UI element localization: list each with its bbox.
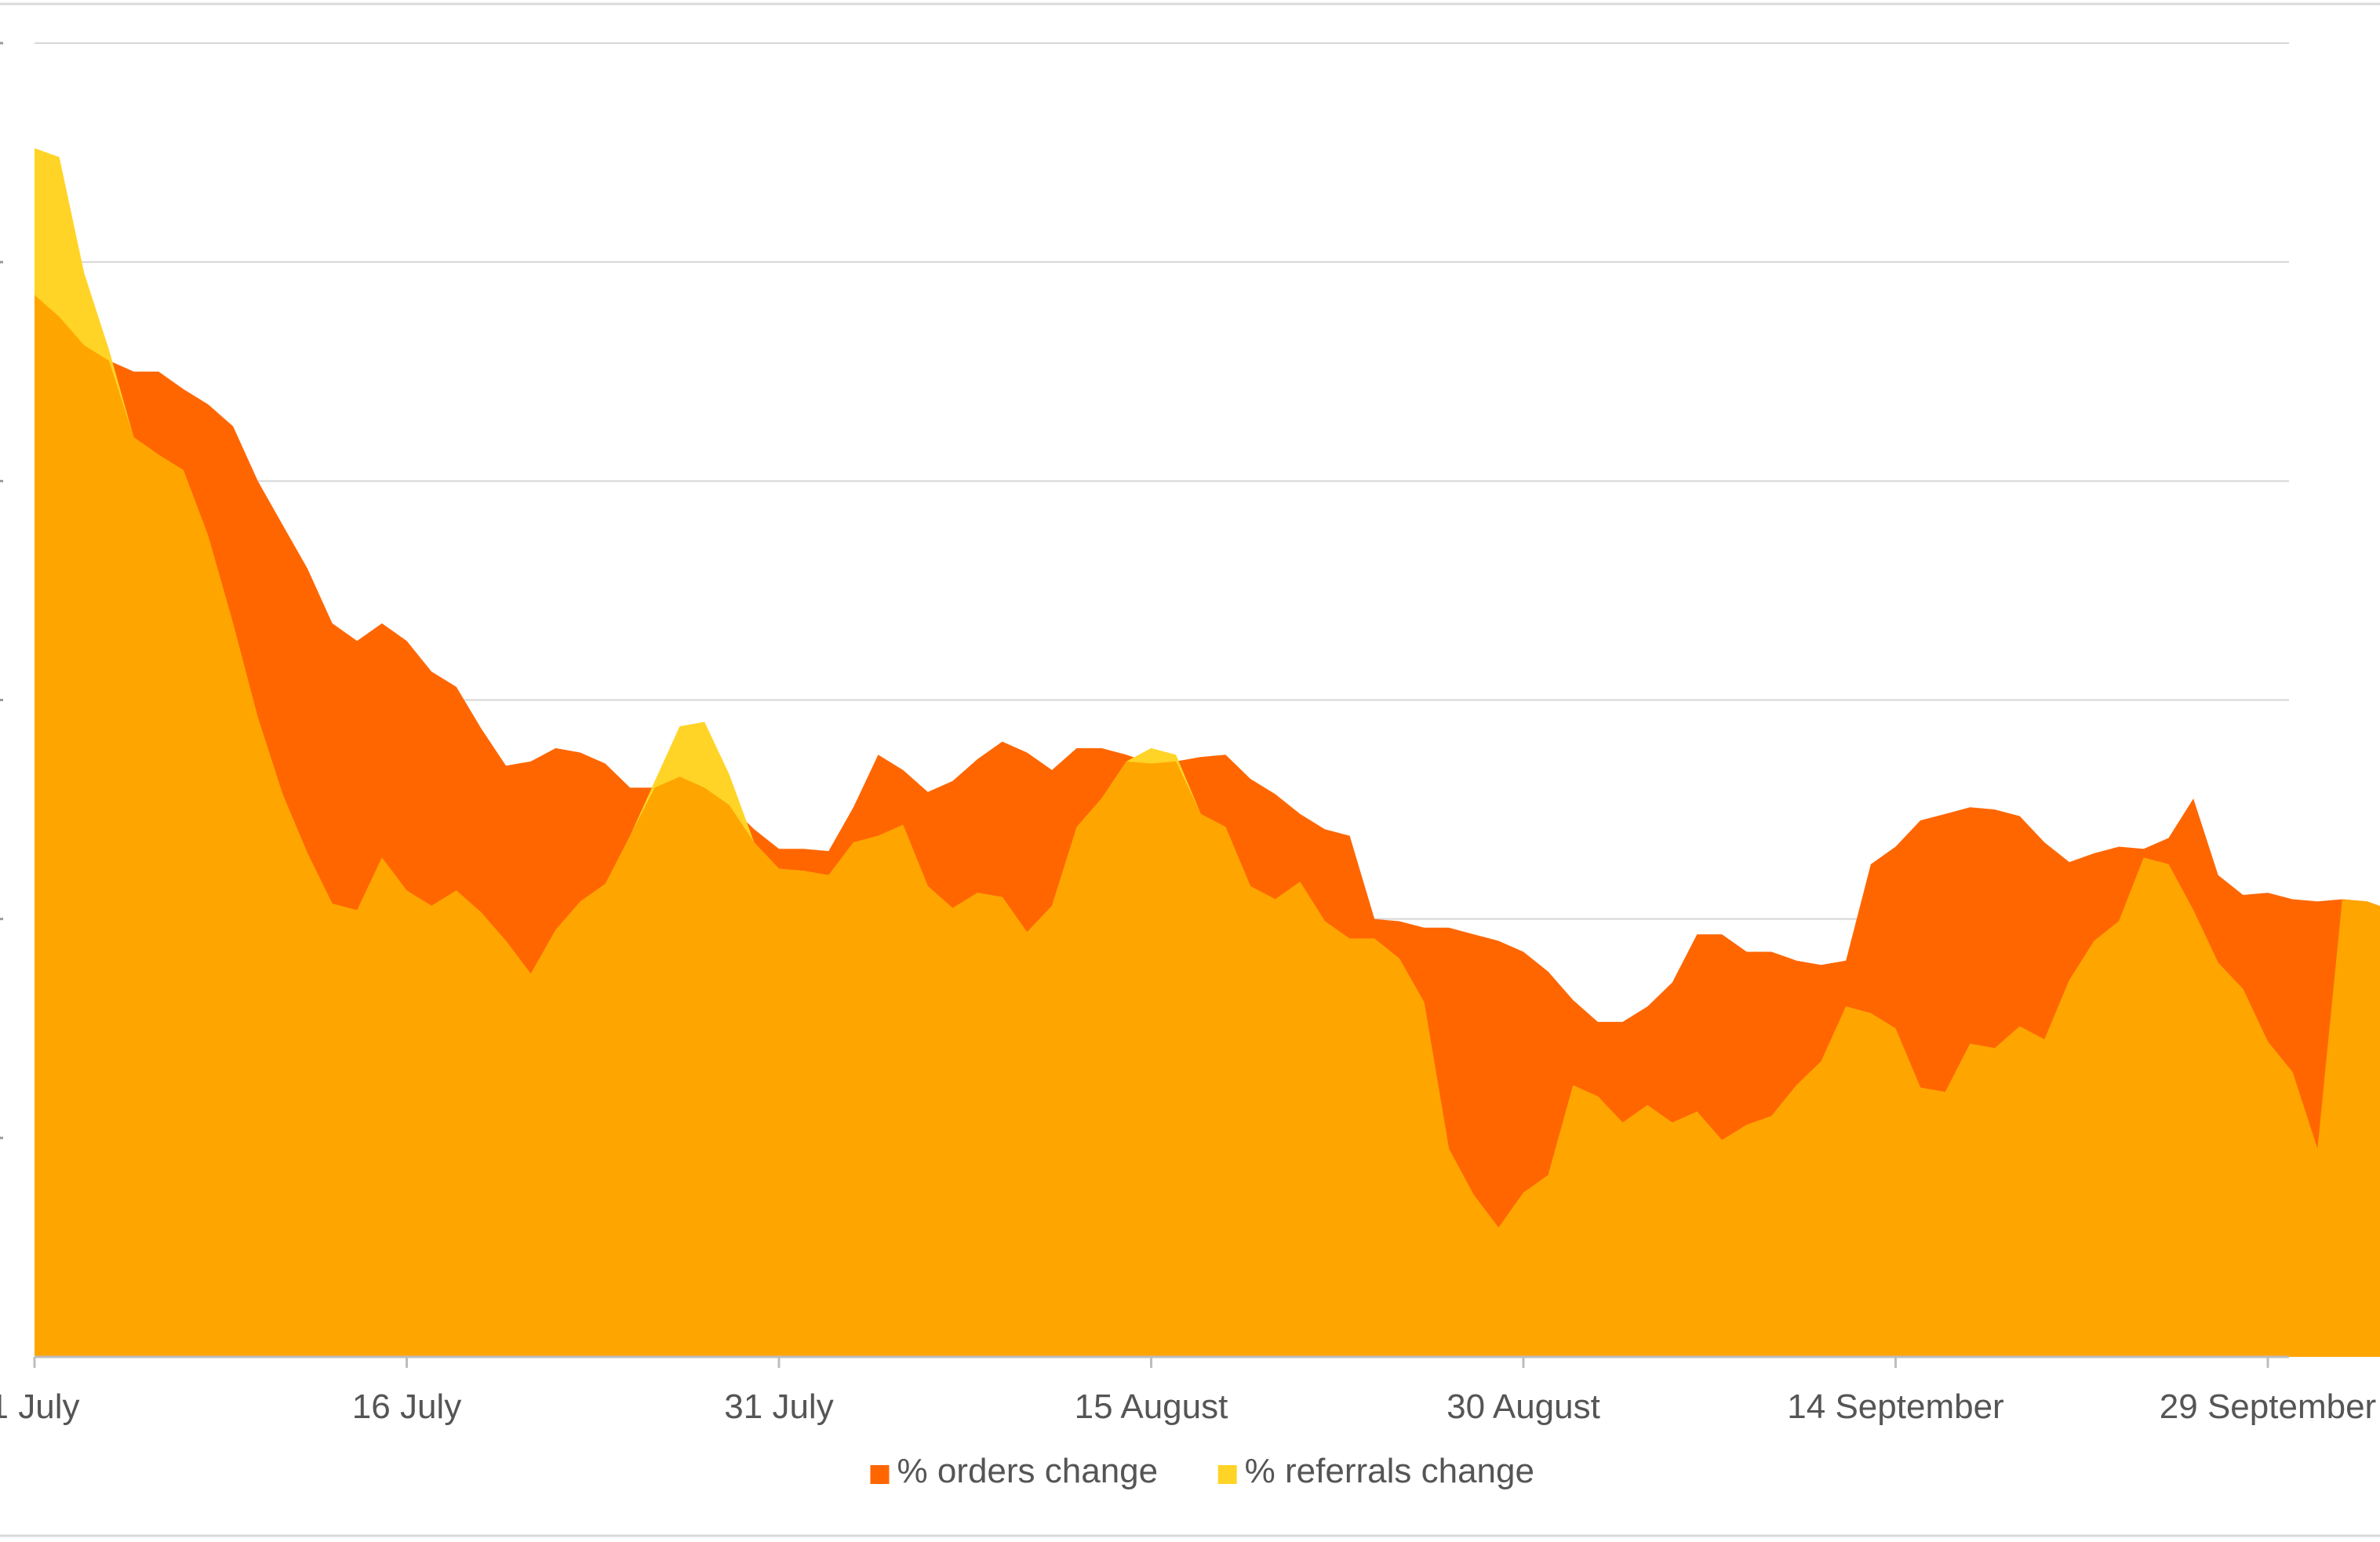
x-tick-label: 15 August [1075,1387,1228,1426]
x-tick-label: 16 July [352,1387,461,1426]
x-tick-label: 29 September [2160,1387,2376,1426]
legend-label: % referrals change [1245,1452,1534,1490]
legend-item-orders-area: % orders change [870,1452,1158,1490]
legend-label: % orders change [897,1452,1158,1490]
x-axis: 1 July 16 July 31 July 15 August 30 August 14… [0,1355,2376,1426]
x-tick-label: 31 July [724,1387,833,1426]
x-tick-label: 30 August [1447,1387,1600,1426]
legend-swatch [870,1465,890,1484]
x-tick-label: 14 September [1787,1387,2003,1426]
series-overlap-area [35,295,2380,1357]
legend-item-referrals-area: % referrals change [1217,1452,1534,1490]
legend: % orders change % referrals change [870,1452,1534,1490]
series-areas [35,148,2380,1357]
x-tick-label: 1 July [0,1387,79,1426]
legend-swatch [1217,1465,1237,1484]
